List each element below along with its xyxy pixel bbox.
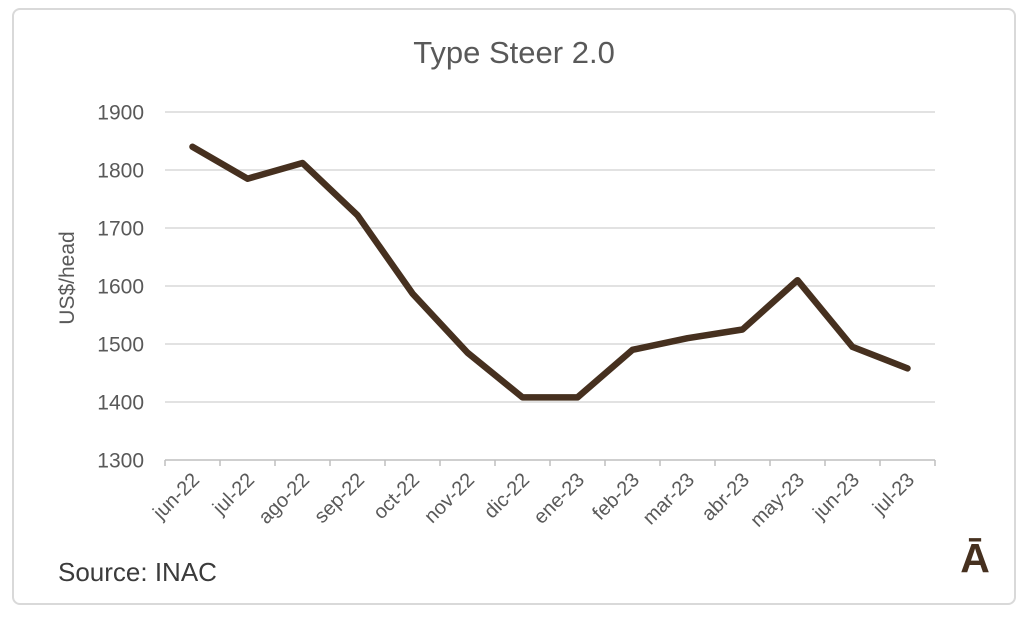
x-tick-label: sep-22 [310, 469, 369, 528]
x-tick-label: nov-22 [420, 469, 479, 528]
y-tick-label: 1400 [97, 392, 144, 415]
x-tick-label: abr-23 [698, 469, 754, 525]
x-tick-label: ene-23 [529, 469, 589, 529]
brand-logo: Ā [960, 535, 990, 581]
x-tick-label: mar-23 [639, 469, 699, 529]
y-tick-label: 1800 [97, 160, 144, 183]
chart-title: Type Steer 2.0 [413, 35, 615, 70]
x-tick-label: jul-23 [868, 469, 919, 520]
y-tick-label: 1300 [97, 450, 144, 473]
x-tick-label: jun-22 [148, 469, 204, 525]
x-tick-label: may-23 [746, 469, 809, 532]
y-tick-label: 1500 [97, 334, 144, 357]
x-tick-label: ago-22 [254, 469, 314, 529]
data-line [189, 143, 911, 401]
x-tick-label: feb-23 [588, 469, 644, 525]
y-tick-label: 1700 [97, 218, 144, 241]
source-label: Source: INAC [58, 557, 217, 587]
x-tick-label: dic-22 [480, 469, 534, 523]
x-tick-label: oct-22 [369, 469, 424, 524]
x-tick-label: jun-23 [808, 469, 864, 525]
y-tick-label: 1600 [97, 276, 144, 299]
x-tick-label: jul-22 [208, 469, 259, 520]
chart-frame [12, 8, 1016, 605]
y-tick-label: 1900 [97, 102, 144, 125]
